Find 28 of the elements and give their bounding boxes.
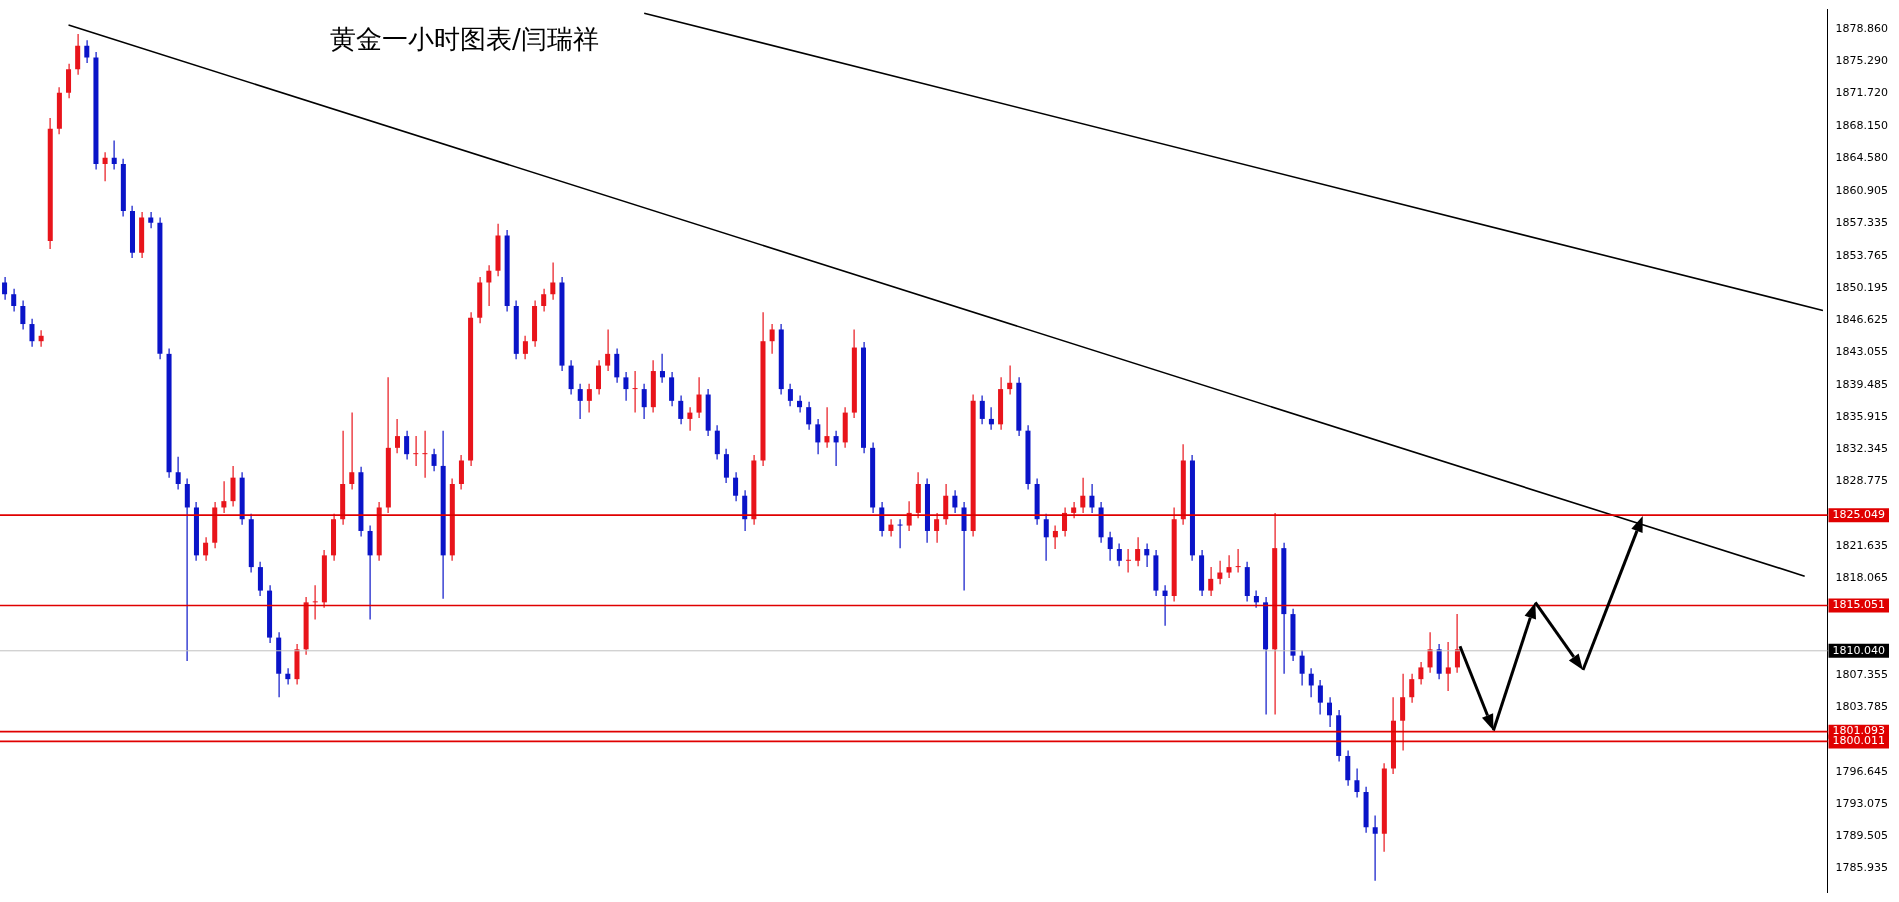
y-tick-label: 1835.915 <box>1835 409 1889 423</box>
ref-line-label: 1810.040 <box>1832 643 1886 657</box>
y-tick-label: 1853.765 <box>1835 248 1889 262</box>
y-tick-label: 1832.345 <box>1835 442 1889 456</box>
y-tick-label: 1839.485 <box>1835 377 1889 391</box>
y-tick-label: 1807.355 <box>1835 667 1889 681</box>
y-tick-label: 1860.905 <box>1835 184 1889 198</box>
y-tick-label: 1878.860 <box>1835 21 1889 35</box>
y-tick-label: 1875.290 <box>1835 54 1889 68</box>
y-tick-label: 1796.645 <box>1835 764 1889 778</box>
ref-line-label: 1815.051 <box>1832 598 1886 612</box>
y-tick-label: 1821.635 <box>1835 538 1889 552</box>
y-tick-label: 1828.775 <box>1835 474 1889 488</box>
text: 黄金一小时图表/闫瑞祥 <box>330 23 599 56</box>
y-tick-label: 1789.505 <box>1835 829 1889 843</box>
y-tick-label: 1868.150 <box>1835 118 1889 132</box>
ref-line-label: 1825.049 <box>1832 508 1886 522</box>
y-tick-label: 1871.720 <box>1835 86 1889 100</box>
y-tick-label: 1864.580 <box>1835 150 1889 164</box>
y-tick-label: 1846.625 <box>1835 313 1889 327</box>
y-tick-label: 1843.055 <box>1835 345 1889 359</box>
y-tick-label: 1803.785 <box>1835 700 1889 714</box>
y-tick-label: 1818.065 <box>1835 571 1889 585</box>
y-tick-label: 1857.335 <box>1835 216 1889 230</box>
ref-line-label: 1800.011 <box>1832 734 1886 748</box>
y-tick-label: 1793.075 <box>1835 796 1889 810</box>
y-tick-label: 1785.935 <box>1835 861 1889 875</box>
y-tick-label: 1850.195 <box>1835 280 1889 294</box>
